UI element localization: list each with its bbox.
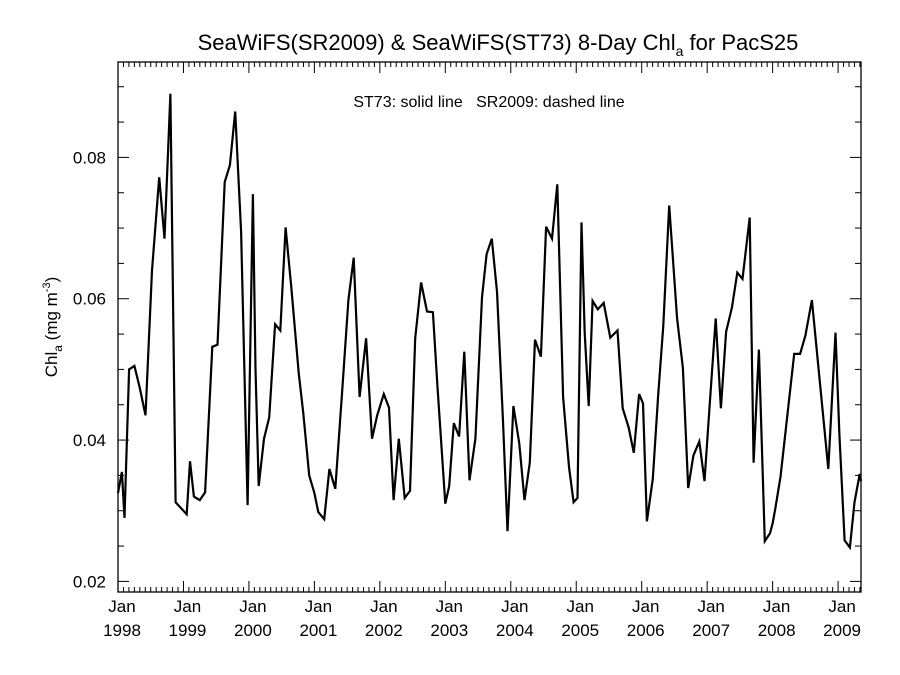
x-tick-label-month: Jan <box>305 597 332 616</box>
axis-ticks <box>117 62 861 592</box>
legend-annotation: ST73: solid line SR2009: dashed line <box>353 94 624 111</box>
x-tick-label-month: Jan <box>436 597 463 616</box>
y-axis-label-units: (mg m <box>42 292 61 345</box>
x-tick-label-month: Jan <box>174 597 201 616</box>
chart-title-tail: for PacS25 <box>683 30 798 55</box>
x-tick-label-year: 1998 <box>103 621 141 640</box>
y-axis-label: Chla (mg m-3) <box>41 277 65 378</box>
x-tick-label-month: Jan <box>239 597 266 616</box>
y-axis-label-main: Chl <box>42 352 61 378</box>
x-tick-label-year: 2003 <box>430 621 468 640</box>
x-tick-label-year: 2001 <box>299 621 337 640</box>
plot-frame <box>117 61 862 593</box>
series-line <box>116 93 863 551</box>
x-tick-label-month: Jan <box>567 597 594 616</box>
x-tick-label-year: 2000 <box>234 621 272 640</box>
x-tick-label-month: Jan <box>108 597 135 616</box>
x-tick-label-month: Jan <box>501 597 528 616</box>
x-tick-label-month: Jan <box>632 597 659 616</box>
chart-title: SeaWiFS(SR2009) & SeaWiFS(ST73) 8-Day Ch… <box>198 30 799 59</box>
x-tick-label-year: 2004 <box>496 621 534 640</box>
x-tick-label-month: Jan <box>763 597 790 616</box>
x-tick-label-year: 2009 <box>823 621 861 640</box>
tick-labels: 0.02 0.04 0.06 0.08 Jan 1998 Jan 1999 Jan 2000 Jan… <box>73 148 861 640</box>
y-tick-label: 0.04 <box>73 431 106 450</box>
svg-text:SeaWiFS(SR2009) & SeaWiFS(ST73: SeaWiFS(SR2009) & SeaWiFS(ST73) 8-Day Ch… <box>198 30 799 59</box>
y-tick-label: 0.06 <box>73 290 106 309</box>
x-tick-label-year: 2007 <box>692 621 730 640</box>
x-tick-label-year: 2006 <box>627 621 665 640</box>
x-tick-label-month: Jan <box>370 597 397 616</box>
chart-title-main: SeaWiFS(SR2009) & SeaWiFS(ST73) 8-Day Ch… <box>198 30 676 55</box>
x-tick-label-year: 2008 <box>758 621 796 640</box>
y-axis-label-superscript: -3 <box>41 282 53 292</box>
svg-text:Chla (mg m-3): Chla (mg m-3) <box>41 277 65 378</box>
x-tick-label-year: 2002 <box>365 621 403 640</box>
x-tick-label-year: 1999 <box>169 621 207 640</box>
x-tick-label-month: Jan <box>828 597 855 616</box>
x-tick-label-month: Jan <box>697 597 724 616</box>
data-series <box>116 93 863 551</box>
y-axis-label-close: ) <box>42 277 61 283</box>
chart-title-subscript: a <box>676 43 684 59</box>
y-axis-label-subscript: a <box>51 345 65 352</box>
y-tick-label: 0.08 <box>73 148 106 167</box>
y-tick-label: 0.02 <box>73 572 106 591</box>
x-tick-label-year: 2005 <box>561 621 599 640</box>
